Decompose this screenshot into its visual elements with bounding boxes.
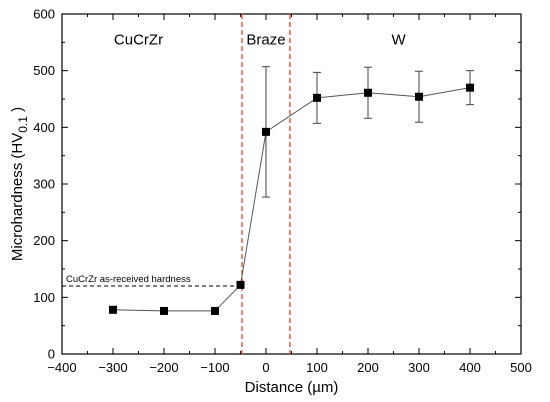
region-label: Braze	[246, 32, 285, 49]
x-tick-label: 0	[262, 360, 269, 375]
x-tick-label: −400	[47, 360, 76, 375]
data-point	[236, 280, 245, 289]
x-tick-label: 400	[459, 360, 481, 375]
x-tick-label: 200	[357, 360, 379, 375]
y-axis-title-main: Microhardness (HV	[9, 133, 26, 261]
y-tick-label: 500	[33, 63, 55, 78]
region-label: W	[392, 32, 407, 49]
y-tick-label: 100	[33, 290, 55, 305]
x-tick-label: 300	[408, 360, 430, 375]
data-point	[364, 88, 372, 97]
x-tick-label: −200	[149, 360, 178, 375]
data-point	[466, 83, 474, 92]
plot-frame	[61, 13, 522, 355]
y-axis-title: Microhardness (HV0.1 )	[9, 107, 30, 261]
reference-line-label: CuCrZr as-received hardness	[66, 274, 191, 285]
y-tick-label: 300	[33, 177, 55, 192]
y-tick-label: 0	[48, 347, 55, 362]
x-tick-label: −300	[98, 360, 127, 375]
region-label: CuCrZr	[114, 32, 163, 49]
x-tick-label: −100	[200, 360, 229, 375]
y-axis-title-end: )	[9, 107, 26, 116]
x-tick-label: 500	[510, 360, 532, 375]
y-axis-title-subscript: 0.1	[16, 116, 30, 133]
x-tick-label: 100	[306, 360, 328, 375]
data-point	[109, 305, 117, 314]
data-point	[262, 127, 270, 136]
data-point	[211, 306, 219, 315]
data-point	[313, 93, 321, 102]
x-axis-title: Distance (µm)	[245, 379, 339, 396]
data-point	[415, 92, 423, 101]
y-tick-label: 600	[33, 7, 55, 22]
data-point	[160, 306, 168, 315]
y-tick-label: 400	[33, 120, 55, 135]
y-tick-label: 200	[33, 233, 55, 248]
